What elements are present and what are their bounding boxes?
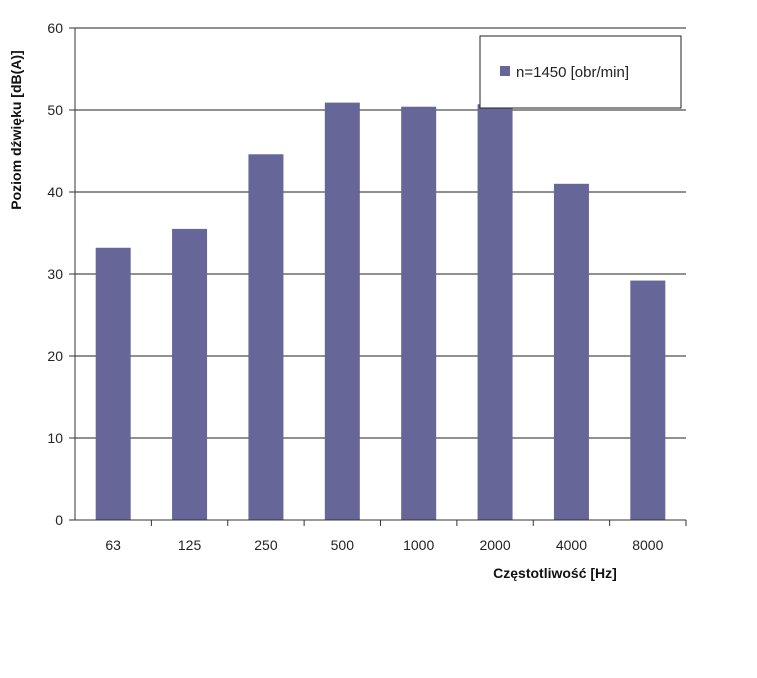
bar — [324, 102, 360, 521]
bar — [95, 247, 131, 520]
bar — [553, 183, 589, 521]
legend: n=1450 [obr/min] — [479, 35, 682, 109]
x-tick-label: 125 — [178, 537, 202, 553]
bar-series — [95, 102, 666, 521]
bar — [401, 106, 437, 520]
y-tick-label: 0 — [55, 512, 63, 528]
x-axis-title: Częstotliwość [Hz] — [493, 565, 617, 581]
bar — [172, 228, 208, 520]
y-tick-labels: 0 10 20 30 40 50 60 — [47, 20, 63, 528]
legend-box — [479, 35, 682, 109]
y-tick-label: 50 — [47, 102, 63, 118]
x-tick-labels: 63 125 250 500 1000 2000 4000 8000 — [105, 537, 663, 553]
x-tick-label: 8000 — [632, 537, 663, 553]
x-tick-label: 2000 — [479, 537, 510, 553]
bar — [248, 154, 284, 520]
legend-label: n=1450 [obr/min] — [516, 64, 629, 81]
y-tick-label: 10 — [47, 430, 63, 446]
x-tick-label: 4000 — [556, 537, 587, 553]
bar — [477, 104, 513, 520]
y-tick-label: 40 — [47, 184, 63, 200]
y-tick-label: 60 — [47, 20, 63, 36]
x-tick-label: 250 — [254, 537, 278, 553]
y-tick-label: 20 — [47, 348, 63, 364]
x-tick-label: 63 — [105, 537, 121, 553]
y-tick-label: 30 — [47, 266, 63, 282]
bar — [630, 280, 666, 520]
y-axis-title: Poziom dźwięku [dB(A)] — [8, 50, 24, 209]
legend-swatch — [500, 66, 510, 76]
axes — [74, 28, 686, 521]
x-tick-label: 1000 — [403, 537, 434, 553]
x-tick-label: 500 — [331, 537, 355, 553]
